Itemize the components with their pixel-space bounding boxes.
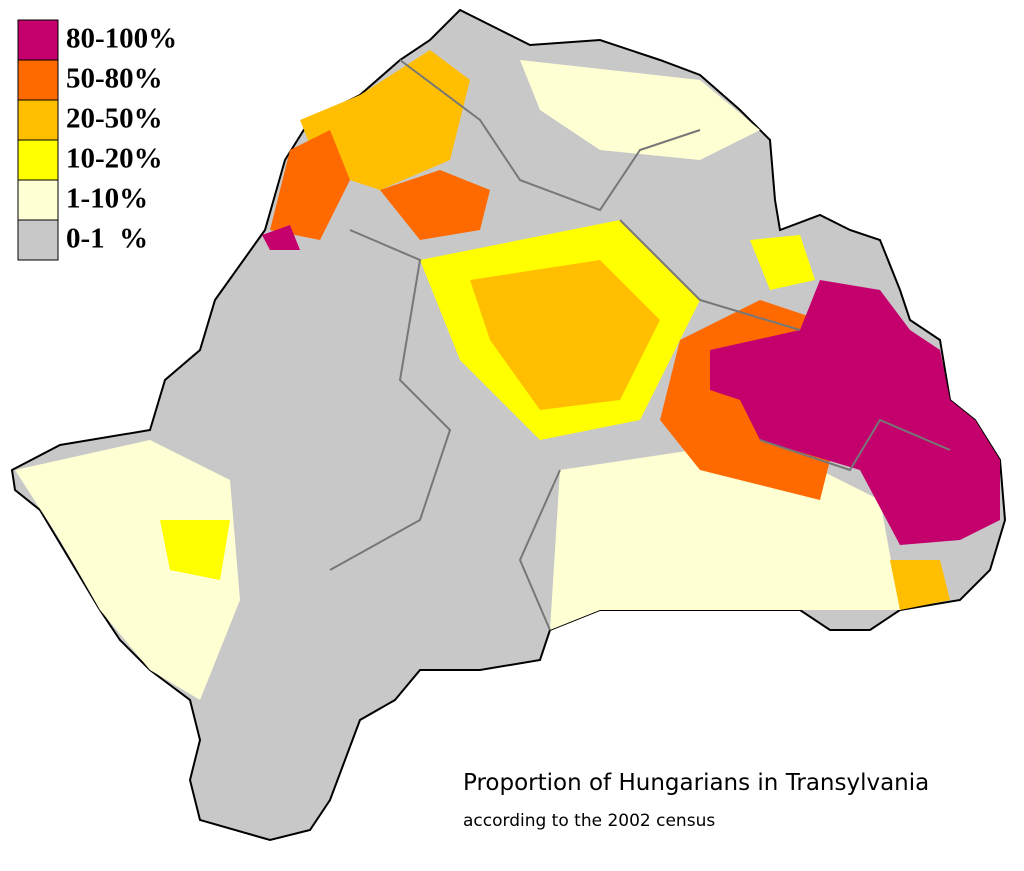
region-north-ring: [380, 170, 490, 240]
legend-swatch: [17, 59, 59, 101]
region-szekely: [710, 280, 1000, 545]
legend-label: 20-50%: [66, 103, 163, 135]
county-border: [329, 59, 951, 631]
legend-swatch: [17, 179, 59, 221]
legend-label: 1-10%: [66, 183, 148, 215]
legend-label: 10-20%: [66, 143, 163, 175]
region-northwest-tip: [262, 225, 300, 250]
region-east-yellow: [750, 235, 815, 290]
region-southeast: [890, 560, 950, 610]
map-title: Proportion of Hungarians in Transylvania: [463, 770, 929, 796]
legend-label: 80-100%: [66, 23, 177, 55]
region-northwest: [300, 50, 470, 190]
legend: 80-100% 50-80% 20-50% 10-20% 1-10% 0-1 %: [17, 19, 177, 261]
region-center-mid: [470, 260, 660, 410]
region-west-pocket: [160, 520, 230, 580]
legend-swatch: [17, 139, 59, 181]
legend-label: 50-80%: [66, 63, 163, 95]
map-subtitle: according to the 2002 census: [463, 811, 715, 831]
region-northwest-edge: [270, 130, 350, 240]
legend-label: 0-1 %: [66, 223, 148, 255]
region-west: [15, 440, 240, 700]
legend-swatch: [17, 19, 59, 61]
region-north: [520, 60, 760, 160]
legend-swatch: [17, 99, 59, 141]
legend-swatch: [17, 219, 59, 261]
map: [10, 8, 1007, 842]
